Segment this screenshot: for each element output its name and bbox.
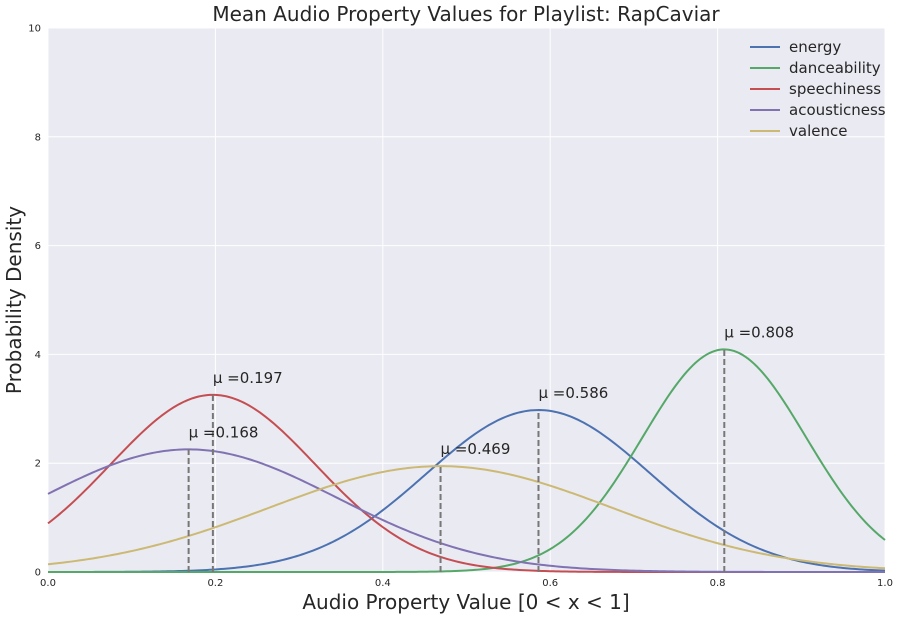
series-line-energy bbox=[48, 409, 886, 573]
y-axis-label: Probability Density bbox=[2, 206, 26, 394]
x-axis-label: Audio Property Value [0 < x < 1] bbox=[302, 590, 629, 614]
mean-annotation-valence: μ =0.469 bbox=[441, 440, 511, 458]
y-tick-label: 2 bbox=[35, 459, 41, 470]
legend-label-valence: valence bbox=[789, 122, 847, 140]
x-tick-labels: 0.0 0.2 0.4 0.6 0.8 1.0 bbox=[40, 578, 893, 589]
y-tick-label: 4 bbox=[35, 350, 41, 361]
mean-annotation-speechiness: μ =0.197 bbox=[213, 369, 283, 387]
mean-lines bbox=[187, 349, 726, 572]
y-tick-label: 8 bbox=[35, 132, 41, 143]
y-tick-labels: 0 2 4 6 8 10 bbox=[28, 24, 41, 579]
y-tick-label: 10 bbox=[28, 24, 41, 35]
x-tick-label: 0.6 bbox=[542, 578, 558, 589]
series-line-acousticness bbox=[47, 448, 885, 573]
mean-annotation-energy: μ =0.586 bbox=[538, 384, 608, 402]
x-tick-label: 0.4 bbox=[375, 578, 391, 589]
x-tick-label: 0.0 bbox=[40, 578, 56, 589]
legend-label-acousticness: acousticness bbox=[789, 101, 886, 119]
y-tick-label: 6 bbox=[35, 241, 41, 252]
x-tick-label: 0.8 bbox=[710, 578, 726, 589]
grid bbox=[47, 27, 886, 573]
legend: energy danceability speechiness acousticnes… bbox=[750, 38, 886, 140]
legend-label-speechiness: speechiness bbox=[789, 80, 881, 98]
annotations: μ =0.586 μ =0.808 μ =0.197 μ =0.168 μ =0.469 bbox=[189, 323, 795, 458]
mean-annotation-acousticness: μ =0.168 bbox=[189, 423, 259, 441]
x-tick-label: 1.0 bbox=[877, 578, 893, 589]
x-tick-label: 0.2 bbox=[207, 578, 223, 589]
series-line-danceability bbox=[48, 348, 886, 573]
legend-label-danceability: danceability bbox=[789, 59, 881, 77]
series-group bbox=[47, 348, 886, 573]
series-line-valence bbox=[47, 465, 886, 570]
plot-background bbox=[48, 28, 885, 572]
y-tick-label: 0 bbox=[35, 568, 41, 579]
mean-annotation-danceability: μ =0.808 bbox=[724, 323, 794, 341]
chart-title: Mean Audio Property Values for Playlist:… bbox=[212, 2, 720, 26]
legend-label-energy: energy bbox=[789, 38, 841, 56]
